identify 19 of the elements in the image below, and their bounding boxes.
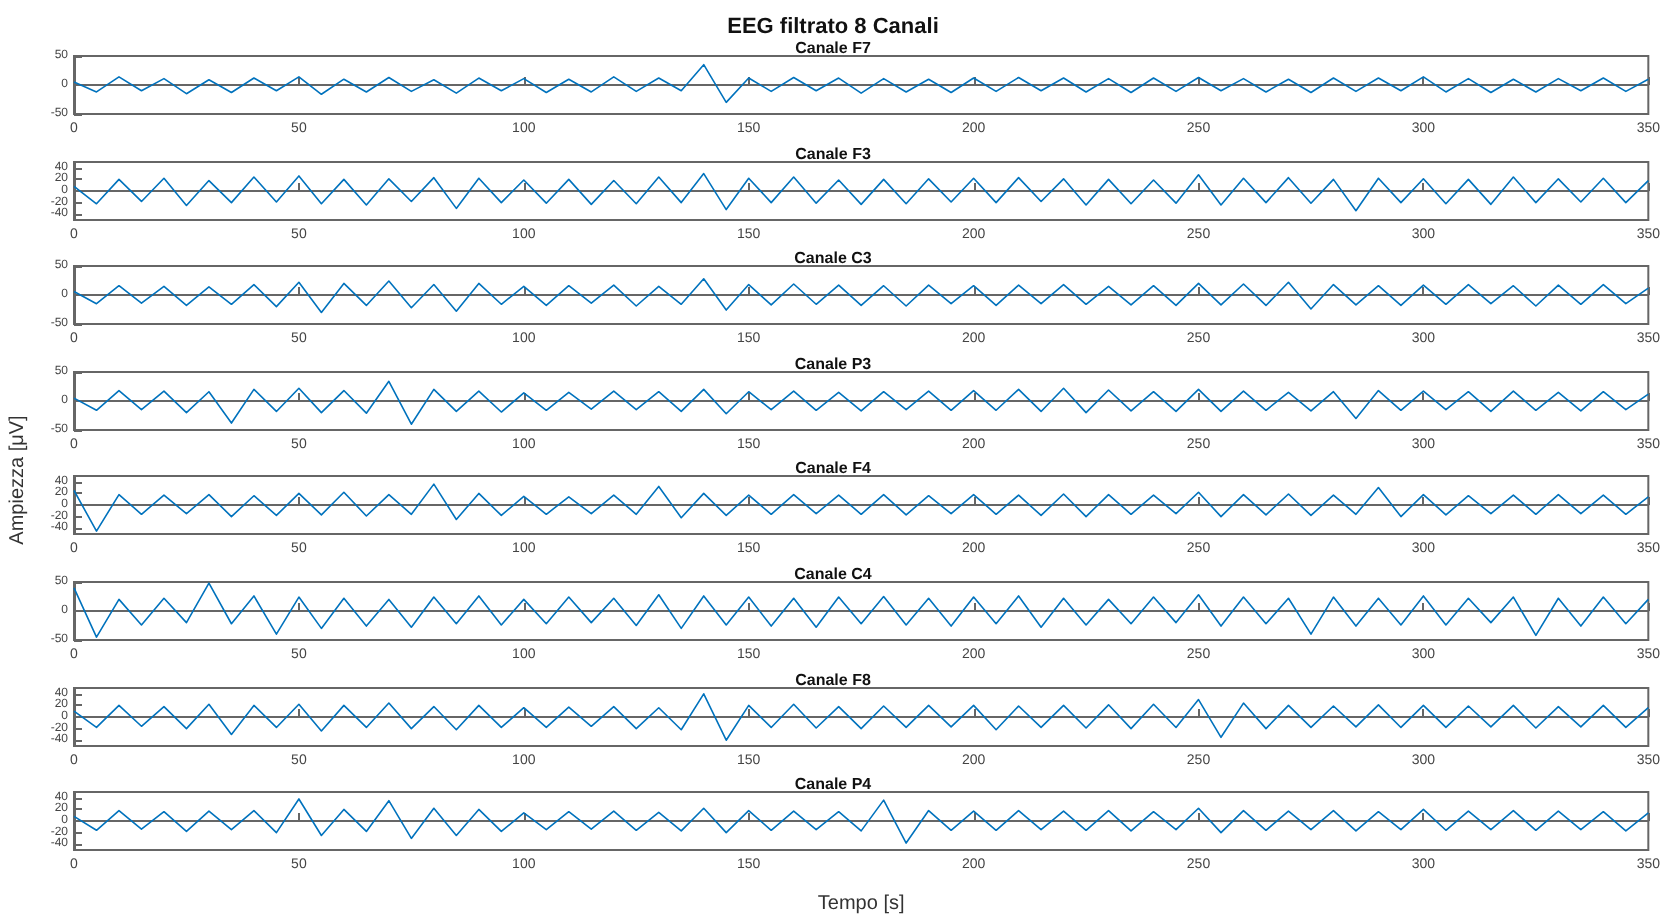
chart-title: Canale F3 <box>795 144 872 163</box>
line-series <box>73 278 1650 314</box>
chart-title: Canale C3 <box>794 249 873 268</box>
line-series <box>73 63 1650 104</box>
chart-title: Canale P4 <box>794 775 873 794</box>
chart-title: Canale P3 <box>794 354 873 373</box>
chart-title: EEG filtrato 8 Canali <box>727 15 939 39</box>
chart-title: Canale F8 <box>795 670 872 689</box>
line-series <box>73 798 1650 845</box>
chart-title: Canale C4 <box>794 565 873 583</box>
line-series <box>73 582 1650 638</box>
line-series <box>73 692 1650 741</box>
line-series <box>73 484 1650 533</box>
x-axis-title: Tempo [s] <box>817 893 905 916</box>
line-series <box>73 171 1650 211</box>
chart-title: Canale F4 <box>795 459 872 478</box>
chart-subtitle: Canale F7 <box>795 39 872 57</box>
y-axis-title: Ampiezza [μV] <box>7 415 29 545</box>
line-series <box>73 380 1650 425</box>
